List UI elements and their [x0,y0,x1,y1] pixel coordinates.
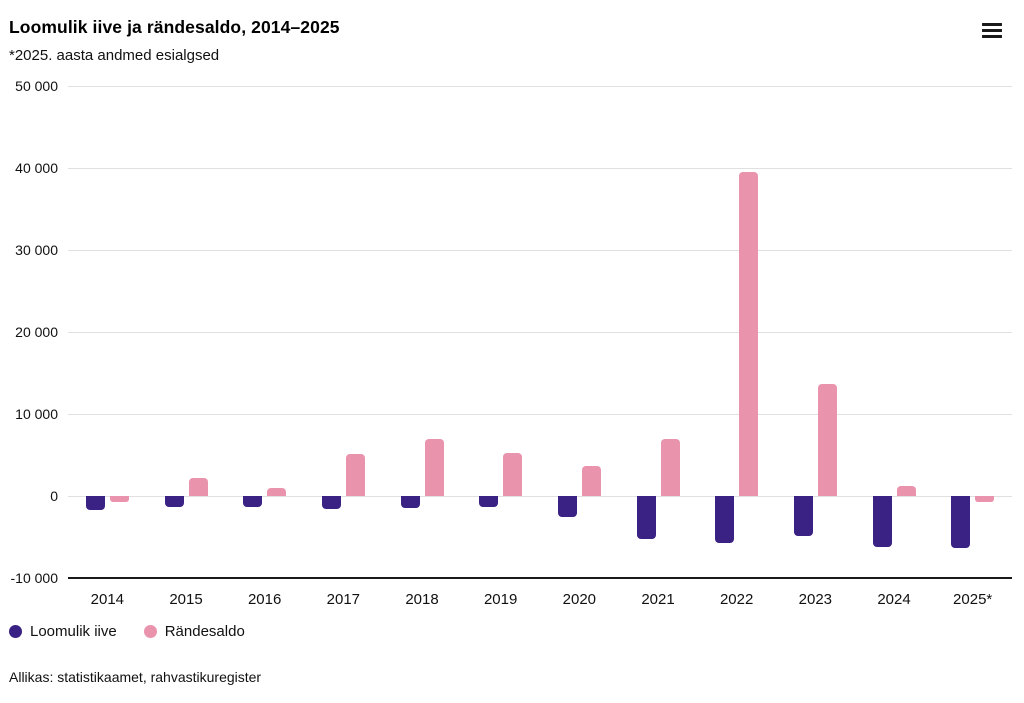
bar-randesaldo-2021[interactable] [660,439,680,496]
bar-loomulik-iive-2024[interactable] [872,496,892,547]
legend-item-randesaldo[interactable]: Rändesaldo [143,623,245,640]
x-axis-label-2022: 2022 [719,591,754,608]
x-axis-label-2024: 2024 [877,591,911,608]
bar-loomulik-iive-2015[interactable] [164,496,184,507]
legend-label-loomulik-iive: Loomulik iive [30,623,117,640]
x-axis-label-2020: 2020 [562,591,597,608]
bar-randesaldo-2017[interactable] [345,454,365,496]
source-text: Allikas: statistikaamet, rahvastikuregis… [9,669,262,685]
x-axis-label-2016: 2016 [247,591,282,608]
bar-loomulik-iive-2022[interactable] [715,496,735,543]
gridline-40000 [68,168,1012,169]
x-axis-label-2015: 2015 [169,591,203,608]
bar-randesaldo-2023[interactable] [817,383,837,496]
chart-menu-button[interactable] [980,18,1006,42]
bar-randesaldo-2018[interactable] [424,438,444,496]
bar-randesaldo-2020[interactable] [581,466,601,496]
bar-randesaldo-2019[interactable] [503,452,523,496]
x-axis-line [68,577,1012,579]
y-axis-label--10000: -10 000 [10,570,58,586]
legend-marker-loomulik-iive-icon [9,625,22,638]
bar-loomulik-iive-2016[interactable] [243,496,263,507]
x-axis-label-2023: 2023 [798,591,833,608]
y-axis-label-30000: 30 000 [15,242,58,258]
bar-loomulik-iive-2018[interactable] [400,496,420,509]
x-axis-label-2021: 2021 [641,591,675,608]
x-axis-label-2014: 2014 [90,591,125,608]
bar-randesaldo-2014[interactable] [109,496,129,502]
gridline-50000 [68,86,1012,87]
y-axis-label-10000: 10 000 [15,406,58,422]
gridline-20000 [68,332,1012,333]
x-axis-label-2019: 2019 [483,591,518,608]
hamburger-menu-icon [982,22,1004,38]
x-axis-label-2018: 2018 [405,591,439,608]
bar-loomulik-iive-2025[interactable] [951,496,971,549]
x-axis-label-2017: 2017 [326,591,361,608]
bar-loomulik-iive-2021[interactable] [636,496,656,540]
legend-marker-randesaldo-icon [143,625,157,638]
y-axis-label-0: 0 [50,488,58,504]
y-axis-label-20000: 20 000 [15,324,58,340]
bar-randesaldo-2022[interactable] [739,172,759,496]
legend-item-loomulik-iive[interactable]: Loomulik iive [9,623,117,640]
gridline-30000 [68,250,1012,251]
bar-loomulik-iive-2014[interactable] [85,496,105,510]
bar-loomulik-iive-2020[interactable] [557,496,577,517]
bar-randesaldo-2016[interactable] [267,487,287,496]
legend: Loomulik iive Rändesaldo [9,623,245,640]
bar-randesaldo-2015[interactable] [188,477,208,496]
bar-randesaldo-2025[interactable] [975,496,995,502]
legend-label-randesaldo: Rändesaldo [164,623,245,640]
bar-randesaldo-2024[interactable] [896,486,916,496]
y-axis-label-40000: 40 000 [15,160,58,176]
chart-subtitle: *2025. aasta andmed esialgsed [9,47,220,64]
chart-title: Loomulik iive ja rändesaldo, 2014–2025 [9,17,340,37]
bar-loomulik-iive-2023[interactable] [793,496,813,537]
bar-loomulik-iive-2017[interactable] [321,496,341,510]
y-axis-label-50000: 50 000 [15,78,58,94]
bar-loomulik-iive-2019[interactable] [479,496,499,507]
x-axis-label-2025: 2025* [953,591,993,608]
gridline-10000 [68,414,1012,415]
gridline-0 [68,496,1012,497]
